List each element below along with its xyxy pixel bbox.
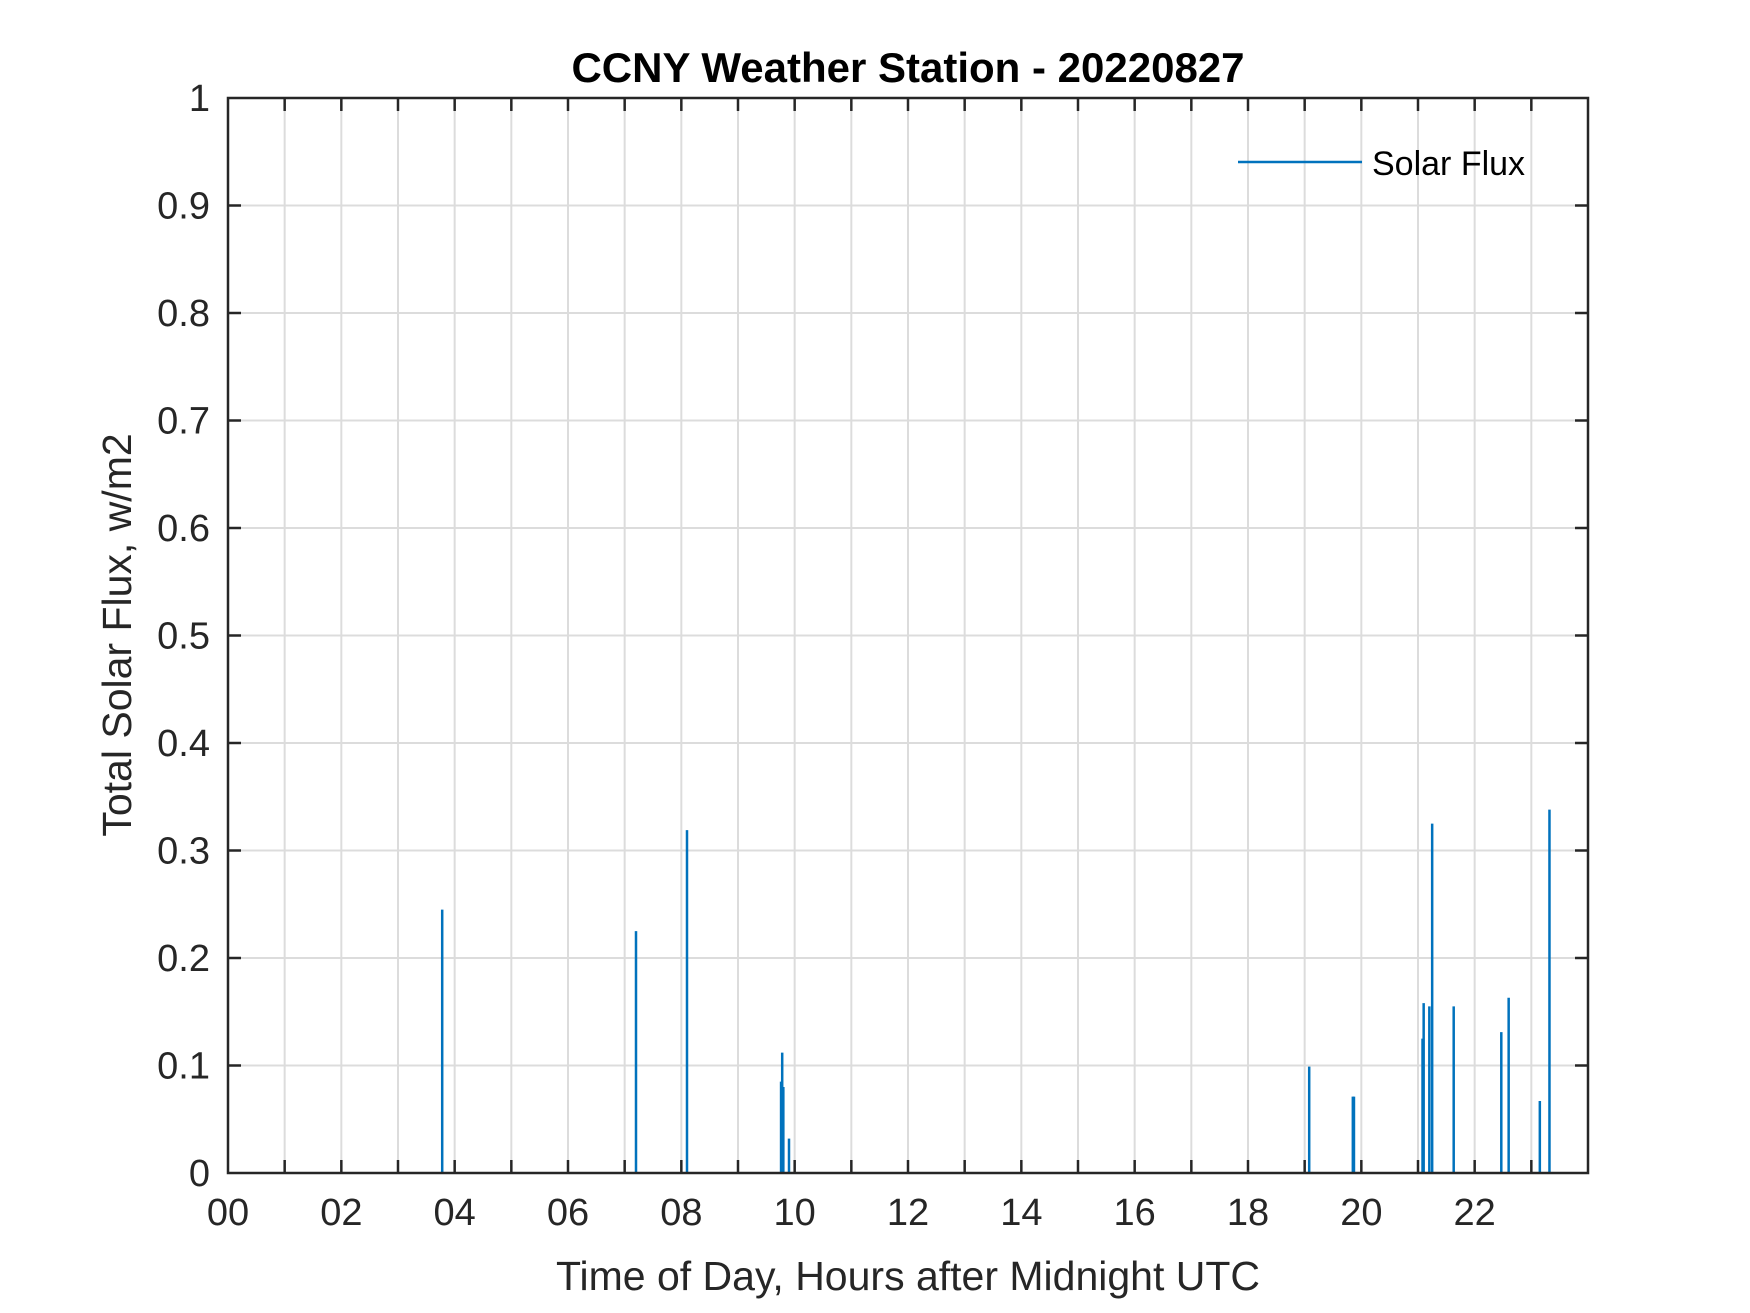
axis-ticks: 0 0.1 0.2 0.3 0.4 0.5 0.6 0.7 0.8 0.9 1 00 02 04 06 08 1… xyxy=(157,78,1588,1234)
x-axis-label: Time of Day, Hours after Midnight UTC xyxy=(556,1253,1260,1299)
x-tick-label: 20 xyxy=(1340,1192,1382,1234)
y-tick-label: 0.6 xyxy=(157,508,210,550)
x-tick-label: 14 xyxy=(1000,1192,1042,1234)
y-tick-label: 1 xyxy=(189,78,210,120)
x-tick-label: 18 xyxy=(1227,1192,1269,1234)
x-tick-label: 00 xyxy=(207,1192,249,1234)
y-tick-label: 0.3 xyxy=(157,831,210,873)
y-tick-label: 0 xyxy=(189,1153,210,1195)
y-tick-label: 0.4 xyxy=(157,723,210,765)
y-tick-label: 0.7 xyxy=(157,401,210,443)
chart-title: CCNY Weather Station - 20220827 xyxy=(571,44,1244,91)
x-tick-label: 02 xyxy=(320,1192,362,1234)
y-tick-label: 0.1 xyxy=(157,1046,210,1088)
x-tick-label: 12 xyxy=(887,1192,929,1234)
x-tick-label: 10 xyxy=(774,1192,816,1234)
y-tick-label: 0.5 xyxy=(157,616,210,658)
x-tick-label: 06 xyxy=(547,1192,589,1234)
x-tick-label: 08 xyxy=(660,1192,702,1234)
series-solar-flux xyxy=(440,809,1551,1173)
x-tick-label: 04 xyxy=(434,1192,476,1234)
y-tick-label: 0.8 xyxy=(157,293,210,335)
legend-label-solar-flux: Solar Flux xyxy=(1372,145,1525,183)
y-tick-label: 0.2 xyxy=(157,938,210,980)
x-tick-label: 16 xyxy=(1114,1192,1156,1234)
y-tick-label: 0.9 xyxy=(157,186,210,228)
y-axis-label: Total Solar Flux, w/m2 xyxy=(94,433,140,836)
gridlines xyxy=(228,98,1588,1173)
legend: Solar Flux xyxy=(1238,145,1525,183)
x-tick-label: 22 xyxy=(1454,1192,1496,1234)
